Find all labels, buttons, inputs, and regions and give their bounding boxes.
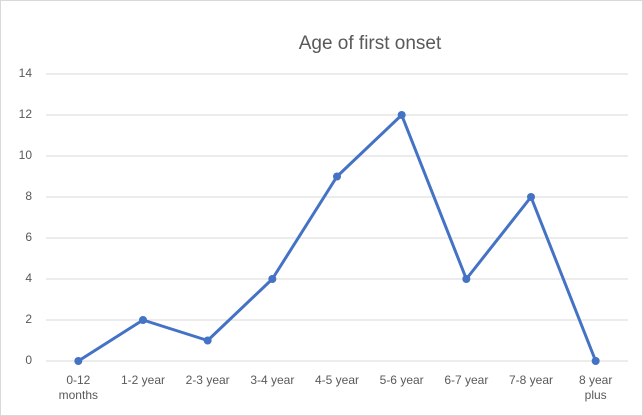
marker [527,193,535,201]
chart-title: Age of first onset [299,33,442,54]
marker [462,275,471,283]
marker [139,316,147,324]
x-tick-label: 2-3 year [185,373,230,387]
marker [397,111,406,119]
marker [268,275,277,283]
x-tick-label: 5-6 year [379,373,424,387]
x-tick-label: 6-7 year [444,373,489,387]
x-tick-label: 7-8 year [508,373,554,387]
x-tick-label: 1-2 year [120,373,166,387]
y-tick-label: 6 [25,230,32,244]
marker [203,336,212,345]
x-tick-label: 3-4 year [250,373,295,387]
x-tick-label: 0-12 months [58,373,98,402]
x-tick-label: 8 year plus [578,373,613,402]
y-tick-label: 12 [19,107,33,121]
y-tick-label: 10 [19,148,33,162]
y-tick-label: 14 [19,66,33,80]
x-tick-label: 4-5 year [314,373,360,387]
marker [333,172,341,181]
y-tick-label: 8 [25,189,32,203]
y-tick-label: 2 [25,312,32,326]
y-tick-label: 0 [25,353,32,367]
marker [74,357,83,365]
marker [591,357,600,365]
y-tick-label: 4 [25,271,32,285]
